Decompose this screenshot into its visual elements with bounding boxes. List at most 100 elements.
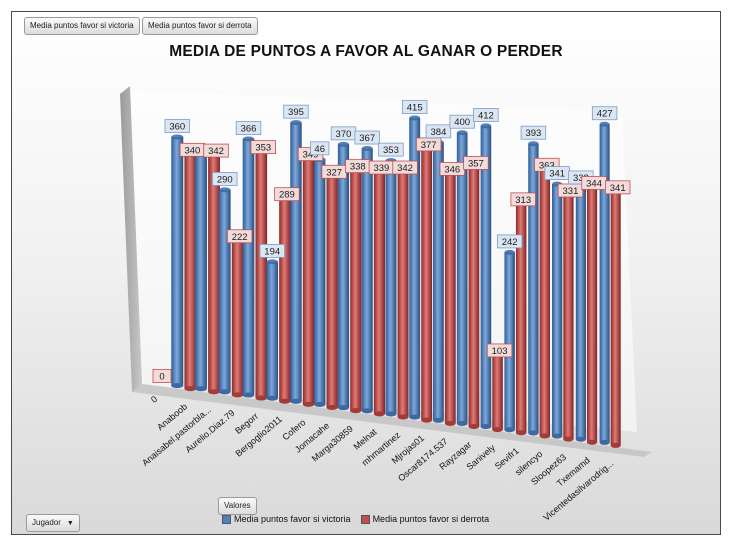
bar-victoria-14-cap — [504, 249, 515, 255]
bar-victoria-3-base — [242, 392, 255, 398]
bar-victoria-15-base — [528, 430, 539, 436]
bar-victoria-17-base — [575, 436, 586, 442]
bar-victoria-7-cap — [337, 141, 350, 147]
legend: Media puntos favor si victoria Media pun… — [222, 514, 489, 524]
bar-victoria-9-base — [385, 411, 397, 417]
data-label-derrota-16: 331 — [563, 186, 579, 197]
bar-victoria-14 — [504, 252, 515, 430]
bar-derrota-6 — [326, 175, 338, 408]
row-field-button-jugador[interactable]: Jugador ▼ — [26, 514, 80, 532]
bar-derrota-3-base — [255, 395, 268, 401]
bar-derrota-11 — [444, 172, 456, 424]
bar-victoria-16-base — [552, 433, 563, 439]
bar-victoria-5 — [290, 122, 302, 402]
bar-victoria-3 — [242, 139, 255, 396]
bar-victoria-8 — [361, 148, 373, 411]
data-label-derrota-13-box — [486, 343, 513, 358]
bar-derrota-7-base — [350, 408, 362, 414]
bar-victoria-0-cap — [171, 134, 184, 140]
bar-victoria-2-cap — [218, 187, 231, 193]
data-label-derrota-10: 377 — [421, 140, 437, 151]
bar-victoria-4-base — [266, 395, 279, 401]
bar-victoria-18-cap — [599, 121, 610, 127]
chart-area: Media puntos favor si victoria Media pun… — [11, 11, 721, 535]
bar-victoria-2-base — [218, 389, 231, 395]
data-label-derrota-8: 339 — [373, 163, 389, 174]
data-label-derrota-0: 340 — [184, 145, 200, 156]
data-label-victoria-3-box — [235, 121, 262, 135]
bar-derrota-11-base — [444, 420, 456, 426]
bar-derrota-8-base — [373, 411, 385, 417]
category-label-2: Aurelio.Diaz.79 — [183, 408, 236, 455]
bar-victoria-8-cap — [361, 146, 373, 152]
field-button-series1[interactable]: Media puntos favor si victoria — [24, 17, 140, 35]
bar-derrota-4 — [279, 198, 291, 402]
bar-victoria-12 — [456, 132, 468, 424]
data-label-derrota-18: 341 — [610, 183, 626, 194]
bar-derrota-2-base — [231, 392, 244, 398]
data-label-victoria-10-box — [401, 100, 428, 114]
category-label-leading: 0 — [149, 394, 159, 405]
data-label-victoria-15: 393 — [525, 128, 541, 139]
data-label-victoria-18-box — [591, 106, 618, 121]
data-label-victoria-15-box — [520, 125, 547, 140]
bar-victoria-16 — [552, 184, 563, 437]
data-label-derrota-11: 346 — [444, 164, 460, 175]
bar-victoria-6-base — [314, 402, 326, 408]
chart-title: MEDIA DE PUNTOS A FAVOR AL GANAR O PERDE… — [169, 43, 563, 60]
bar-derrota-10-base — [421, 417, 433, 423]
field-button-series2[interactable]: Media puntos favor si derrota — [142, 17, 258, 35]
data-label-derrota-17: 344 — [586, 178, 602, 189]
data-label-victoria-13: 412 — [478, 110, 494, 121]
bar-derrota-17 — [586, 186, 598, 443]
data-label-victoria-0-box — [164, 119, 190, 133]
bar-derrota-6-base — [326, 405, 338, 411]
data-label-victoria-16: 341 — [549, 169, 565, 180]
data-label-victoria-5: 395 — [288, 107, 304, 118]
data-label-victoria-5-box — [283, 104, 309, 119]
data-label-leading-box — [152, 369, 172, 383]
bar-victoria-18-base — [599, 439, 610, 445]
bar-victoria-12-cap — [456, 130, 468, 136]
bar-victoria-0-base — [171, 383, 184, 389]
data-label-victoria-8-box — [354, 130, 380, 145]
bar-victoria-1-base — [195, 386, 207, 392]
bar-victoria-0 — [171, 137, 184, 386]
bar-victoria-12-base — [456, 420, 468, 426]
bar-derrota-15 — [539, 168, 550, 436]
bar-victoria-7 — [337, 144, 350, 408]
data-label-victoria-4-box — [259, 244, 285, 258]
bar-victoria-11-base — [433, 417, 444, 423]
data-label-victoria-3: 366 — [241, 124, 257, 135]
bar-victoria-13-base — [480, 424, 492, 430]
bar-victoria-13-cap — [480, 123, 492, 129]
bar-victoria-1 — [195, 150, 207, 389]
bar-derrota-0 — [184, 153, 197, 389]
bar-victoria-7-base — [337, 405, 350, 411]
data-label-victoria-6-box — [310, 141, 330, 156]
bar-derrota-14 — [515, 203, 527, 433]
data-label-victoria-17: 338 — [573, 173, 589, 184]
bar-victoria-18 — [599, 124, 610, 443]
data-label-derrota-12: 357 — [468, 158, 484, 169]
bar-derrota-13-base — [492, 427, 503, 433]
bar-victoria-17 — [575, 188, 586, 440]
data-label-victoria-13-box — [473, 107, 499, 122]
bar-derrota-2 — [231, 240, 244, 395]
legend-label-derrota: Media puntos favor si derrota — [372, 514, 490, 524]
bar-victoria-4 — [266, 261, 279, 399]
data-label-victoria-2: 290 — [217, 174, 233, 185]
bar-derrota-16-base — [563, 436, 574, 442]
data-label-victoria-0: 360 — [169, 122, 185, 133]
data-label-derrota-3: 353 — [255, 143, 271, 154]
data-label-derrota-6: 327 — [326, 167, 342, 178]
values-field-button[interactable]: Valores — [218, 497, 257, 515]
bar-derrota-12 — [468, 166, 480, 427]
bar-derrota-15-base — [539, 433, 550, 439]
floor — [132, 384, 652, 457]
data-label-victoria-11-box — [425, 124, 452, 139]
bar-derrota-1-base — [208, 389, 220, 395]
data-label-derrota-3-box — [250, 140, 276, 155]
bar-victoria-10-base — [409, 414, 421, 420]
legend-swatch-derrota — [360, 514, 370, 524]
